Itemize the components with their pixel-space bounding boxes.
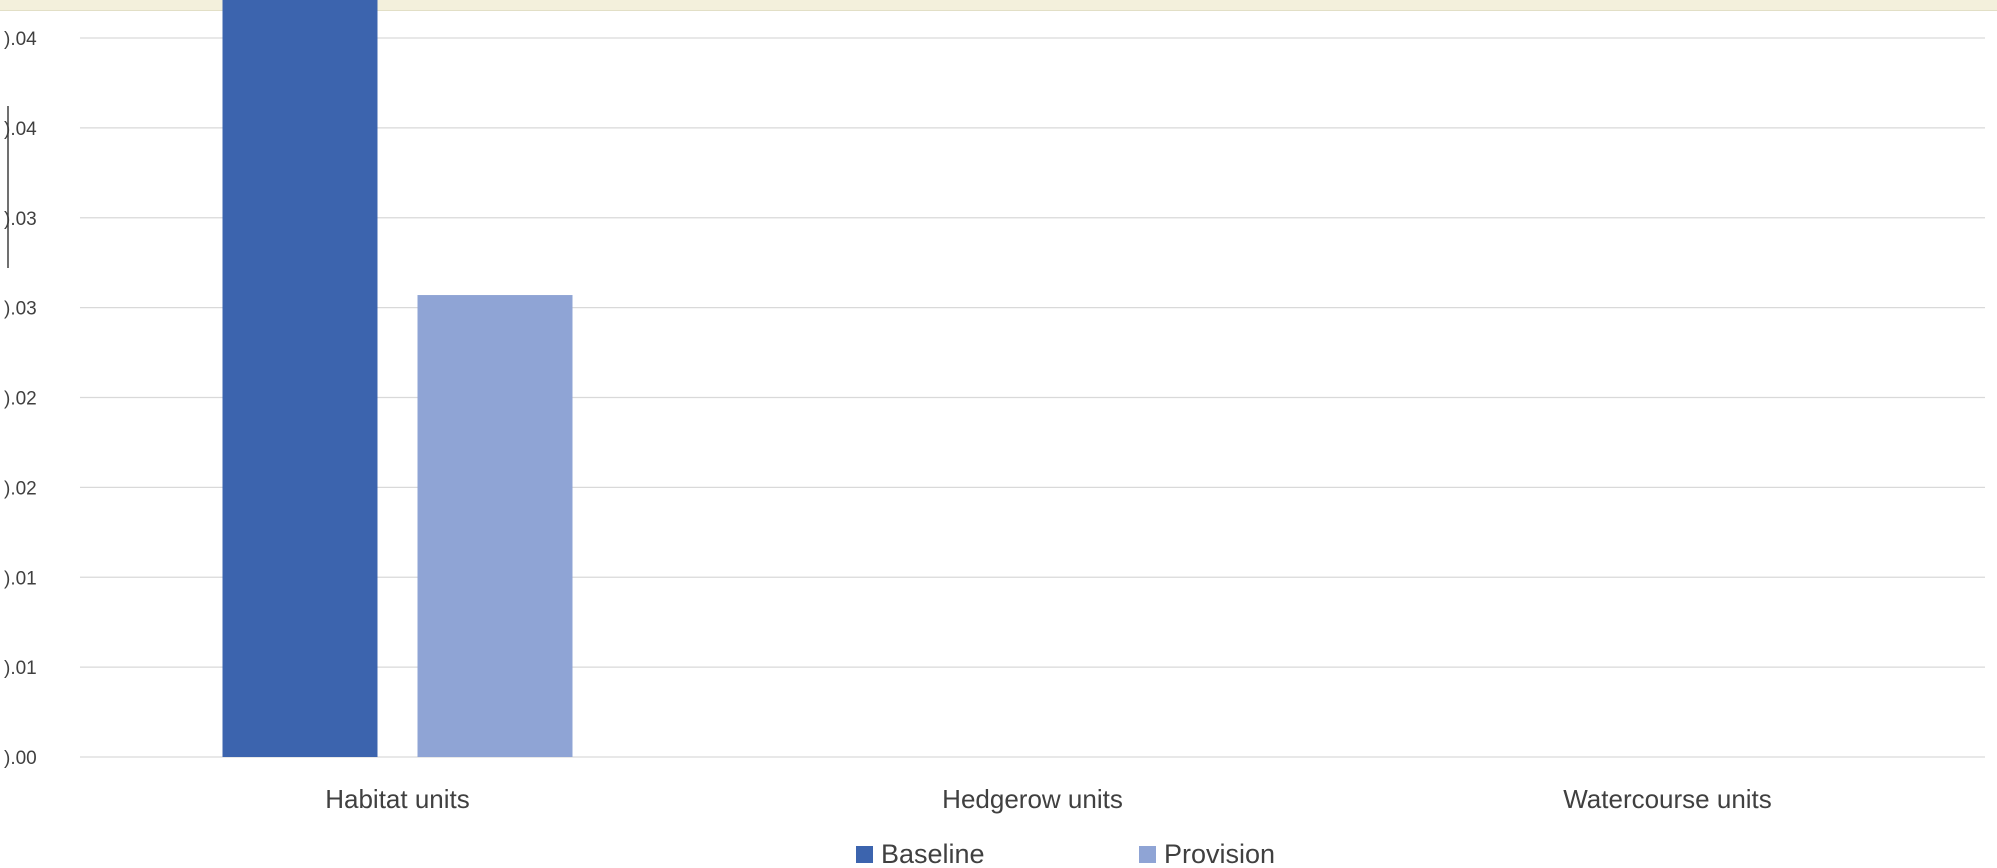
gridlines [80,37,1985,758]
y-tick-label: ).03 [4,209,37,230]
y-tick-label: ).01 [4,658,37,679]
y-tick-label: ).02 [4,478,37,499]
y-tick-label: ).03 [4,299,37,320]
category-labels: Habitat units Hedgerow units Watercourse u… [325,784,1772,814]
y-tick-label: ).02 [4,389,37,410]
bars [222,0,573,758]
category-label: Hedgerow units [942,784,1123,814]
y-tick-label: ).00 [4,748,37,769]
y-axis-tick-labels: ).00 ).01 ).01 ).02 ).02 ).03 ).03 ).04 ).04 [4,29,37,769]
legend-swatch-baseline [856,846,873,863]
legend-label-baseline: Baseline [881,839,985,868]
bar-baseline-0 [222,0,378,758]
y-tick-label: ).04 [4,119,37,140]
category-label: Watercourse units [1563,784,1772,814]
top-band [0,0,1997,11]
y-tick-label: ).01 [4,568,37,589]
legend-label-provision: Provision [1164,839,1275,868]
y-tick-label: ).04 [4,29,37,50]
legend-swatch-provision [1139,846,1156,863]
category-label: Habitat units [325,784,470,814]
legend: Baseline Provision [856,839,1275,868]
bar-provision-0 [417,295,573,757]
